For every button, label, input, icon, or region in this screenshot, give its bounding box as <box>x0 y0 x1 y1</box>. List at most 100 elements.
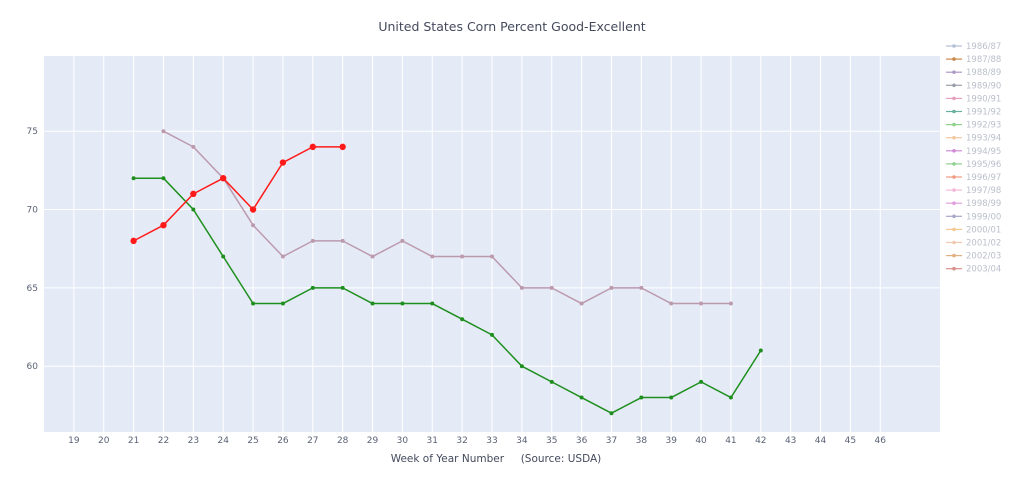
legend-swatch-marker <box>952 122 956 127</box>
legend-swatch-marker <box>952 253 956 258</box>
data-point <box>400 238 405 243</box>
x-tick-label: 42 <box>755 436 766 446</box>
legend-swatch-marker <box>952 44 956 48</box>
x-tick-label: 29 <box>367 436 379 446</box>
data-point <box>609 285 614 290</box>
legend: 1986/87 1987/88 1988/89 1989/90 1990/91 1991/… <box>946 42 1001 275</box>
legend-swatch-marker <box>952 149 956 153</box>
legend-label: 1989/90 <box>966 81 1001 91</box>
legend-swatch-marker <box>952 83 956 88</box>
series-line-1 <box>163 130 731 305</box>
data-point <box>131 176 136 181</box>
data-point <box>549 379 554 384</box>
x-tick-label: 31 <box>427 436 438 446</box>
x-tick-label: 27 <box>307 436 318 446</box>
data-point <box>340 285 345 290</box>
legend-swatch-marker <box>952 162 956 166</box>
x-tick-label: 44 <box>815 436 827 446</box>
x-tick-label: 34 <box>516 436 528 446</box>
legend-swatch-marker <box>952 70 956 74</box>
legend-label: 2000/01 <box>966 225 1001 235</box>
data-point <box>339 143 346 151</box>
y-tick-label: 70 <box>27 206 39 216</box>
data-point <box>161 176 166 181</box>
legend-swatch-marker <box>952 96 956 101</box>
data-point <box>549 285 554 290</box>
data-point <box>309 143 316 151</box>
data-point <box>639 285 644 290</box>
x-tick-label: 43 <box>785 436 796 446</box>
x-tick-label: 36 <box>576 436 588 446</box>
x-tick-label: 19 <box>68 436 80 446</box>
data-point <box>430 254 435 259</box>
data-point <box>639 395 644 400</box>
legend-label: 1997/98 <box>966 186 1001 196</box>
legend-swatch-marker <box>952 188 956 192</box>
data-point <box>280 254 285 259</box>
data-point <box>191 207 196 212</box>
data-point <box>669 395 674 400</box>
data-point <box>728 395 733 400</box>
x-tick-label: 22 <box>158 436 169 446</box>
x-tick-label: 45 <box>845 436 856 446</box>
data-point <box>579 395 584 400</box>
data-point <box>669 301 674 306</box>
legend-swatch-marker <box>952 109 956 114</box>
data-point <box>249 206 257 213</box>
legend-label: 2001/02 <box>966 239 1001 249</box>
x-tick-label: 46 <box>875 436 887 446</box>
legend-label: 1999/00 <box>966 212 1001 222</box>
data-point <box>251 301 256 306</box>
data-point <box>430 301 435 306</box>
x-tick-label: 25 <box>247 436 258 446</box>
y-tick-label: 75 <box>27 127 38 137</box>
legend-label: 1991/92 <box>966 108 1001 118</box>
data-point <box>251 223 256 228</box>
data-point <box>460 254 465 259</box>
data-point <box>280 301 285 306</box>
data-point <box>728 301 733 306</box>
data-point <box>460 317 465 322</box>
data-point <box>699 301 704 306</box>
legend-label: 1996/97 <box>966 173 1001 183</box>
x-tick-label: 39 <box>665 436 677 446</box>
legend-swatch-marker <box>952 266 956 271</box>
data-point <box>699 379 704 384</box>
data-point <box>130 237 137 245</box>
data-point <box>340 238 345 243</box>
x-tick-label: 28 <box>337 436 349 446</box>
y-tick-label: 65 <box>27 284 38 294</box>
legend-label: 1987/88 <box>966 55 1001 65</box>
x-axis-label: Week of Year Number (Source: USDA) <box>391 453 602 465</box>
data-point <box>310 238 315 243</box>
legend-label: 1990/91 <box>966 94 1001 104</box>
series-line-2 <box>133 177 762 414</box>
data-point <box>758 348 763 353</box>
data-point <box>490 332 494 337</box>
x-tick-label: 20 <box>98 436 110 446</box>
data-point <box>400 301 405 306</box>
x-tick-labels: 19 20 21 22 23 24 25 26 27 28 29 30 31 32 33 34 35 36 37 38… <box>68 436 886 446</box>
x-tick-label: 38 <box>636 436 648 446</box>
data-point <box>519 285 524 290</box>
data-point <box>221 254 226 259</box>
series-line-3 <box>133 146 343 242</box>
x-tick-label: 41 <box>725 436 736 446</box>
data-point <box>370 301 375 306</box>
data-point <box>609 411 614 416</box>
data-point <box>220 175 227 182</box>
series-layer <box>130 129 763 416</box>
x-tick-label: 21 <box>128 436 139 446</box>
legend-swatch-marker <box>952 240 956 245</box>
data-point <box>279 159 287 166</box>
legend-label: 1998/99 <box>966 199 1001 209</box>
legend-label: 2002/03 <box>966 252 1001 262</box>
y-tick-label: 60 <box>27 362 39 372</box>
legend-swatch-marker <box>952 135 956 140</box>
y-tick-labels: 60 65 70 75 <box>27 127 39 372</box>
data-point <box>190 190 197 198</box>
data-point <box>310 285 315 290</box>
legend-label: 2003/04 <box>966 265 1001 275</box>
data-point <box>579 301 584 306</box>
